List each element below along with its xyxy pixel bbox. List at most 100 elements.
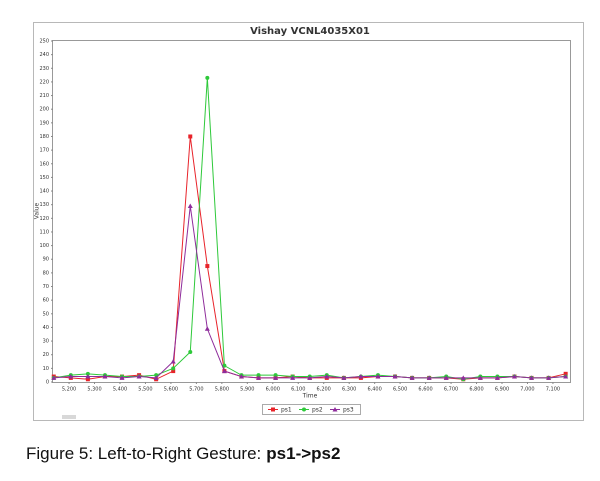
scrollbar [62, 415, 76, 419]
point [119, 375, 125, 380]
x-tick-label: 7,100 [546, 387, 560, 393]
y-tick-label: 250 [39, 39, 49, 45]
y-tick-label: 10 [43, 366, 49, 372]
point [546, 375, 552, 380]
point [511, 374, 517, 379]
point [273, 373, 278, 378]
point [238, 374, 244, 379]
y-tick-label: 180 [39, 134, 49, 140]
legend-label: ps2 [312, 407, 323, 414]
y-tick-label: 210 [39, 93, 49, 99]
legend-marker [271, 407, 275, 412]
y-tick-label: 160 [39, 161, 49, 167]
x-tick-label: 5,300 [87, 387, 101, 393]
point [85, 371, 90, 376]
y-tick-label: 190 [39, 120, 49, 126]
y-tick-label: 220 [39, 79, 49, 85]
x-tick-label: 7,000 [520, 387, 534, 393]
y-tick-label: 150 [39, 175, 49, 181]
x-tick-label: 5,900 [240, 387, 254, 393]
point [187, 203, 193, 209]
x-tick-label: 6,500 [393, 387, 407, 393]
point [256, 375, 262, 380]
y-tick-label: 50 [43, 311, 49, 317]
legend-label: ps1 [281, 407, 292, 414]
y-axis-label: Value [34, 202, 41, 219]
y-tick-label: 110 [39, 229, 49, 235]
point [171, 366, 176, 371]
legend-label: ps3 [343, 407, 354, 414]
point [563, 374, 569, 379]
point [460, 375, 466, 380]
y-tick-label: 100 [39, 243, 49, 249]
point [205, 75, 210, 80]
plot-area [52, 40, 571, 383]
x-tick-label: 6,200 [317, 387, 331, 393]
point [51, 375, 57, 380]
legend-marker [332, 407, 338, 412]
y-tick-label: 60 [43, 298, 49, 304]
point [392, 374, 398, 379]
point [273, 375, 279, 380]
y-tick-label: 40 [43, 325, 49, 331]
x-tick-label: 5,400 [113, 387, 127, 393]
x-tick-label: 5,500 [138, 387, 152, 393]
point [256, 373, 261, 378]
point [170, 359, 176, 364]
point [563, 371, 568, 376]
point [154, 373, 159, 378]
point [358, 374, 364, 379]
point [204, 326, 210, 331]
y-tick-label: 140 [39, 189, 49, 195]
legend-box [262, 404, 361, 415]
y-tick-label: 80 [43, 270, 49, 276]
y-tick-label: 90 [43, 257, 49, 263]
point [171, 369, 176, 374]
x-tick-label: 5,200 [62, 387, 76, 393]
point [324, 374, 330, 379]
point [85, 374, 91, 379]
x-tick-label: 6,600 [418, 387, 432, 393]
legend-marker [302, 407, 306, 412]
y-tick-label: 130 [39, 202, 49, 208]
y-tick-label: 20 [43, 352, 49, 358]
point [188, 134, 193, 139]
y-tick-label: 240 [39, 52, 49, 58]
point [341, 375, 347, 380]
point [153, 375, 159, 380]
point [529, 375, 535, 380]
point [290, 375, 296, 380]
point [426, 375, 432, 380]
point [443, 375, 449, 380]
x-tick-label: 5,800 [215, 387, 229, 393]
point [205, 264, 210, 269]
x-tick-label: 6,000 [266, 387, 280, 393]
y-tick-label: 230 [39, 66, 49, 72]
x-tick-label: 6,400 [367, 387, 381, 393]
y-tick-label: 170 [39, 148, 49, 154]
point [222, 363, 227, 368]
point [477, 375, 483, 380]
y-tick-label: 120 [39, 216, 49, 222]
chart: Vishay VCNL4035X01 Time Value 0 10 20 30 40 5… [33, 22, 584, 421]
point [188, 349, 193, 354]
y-tick-label: 0 [46, 380, 49, 386]
x-axis-label: Time [302, 393, 318, 400]
y-tick-label: 200 [39, 107, 49, 113]
y-tick-label: 70 [43, 284, 49, 290]
x-tick-label: 6,700 [444, 387, 458, 393]
point [375, 374, 381, 379]
x-tick-label: 6,100 [291, 387, 305, 393]
caption-emphasis: ps1->ps2 [266, 444, 341, 463]
x-tick-label: 5,600 [164, 387, 178, 393]
x-tick-label: 6,300 [342, 387, 356, 393]
point [85, 377, 90, 382]
point [221, 368, 227, 374]
point [307, 375, 313, 380]
figure-caption: Figure 5: Left-to-Right Gesture: ps1->ps2 [26, 444, 340, 464]
point [68, 374, 74, 379]
x-tick-label: 5,700 [189, 387, 203, 393]
y-tick-label: 30 [43, 339, 49, 345]
chart-title: Vishay VCNL4035X01 [250, 26, 370, 37]
